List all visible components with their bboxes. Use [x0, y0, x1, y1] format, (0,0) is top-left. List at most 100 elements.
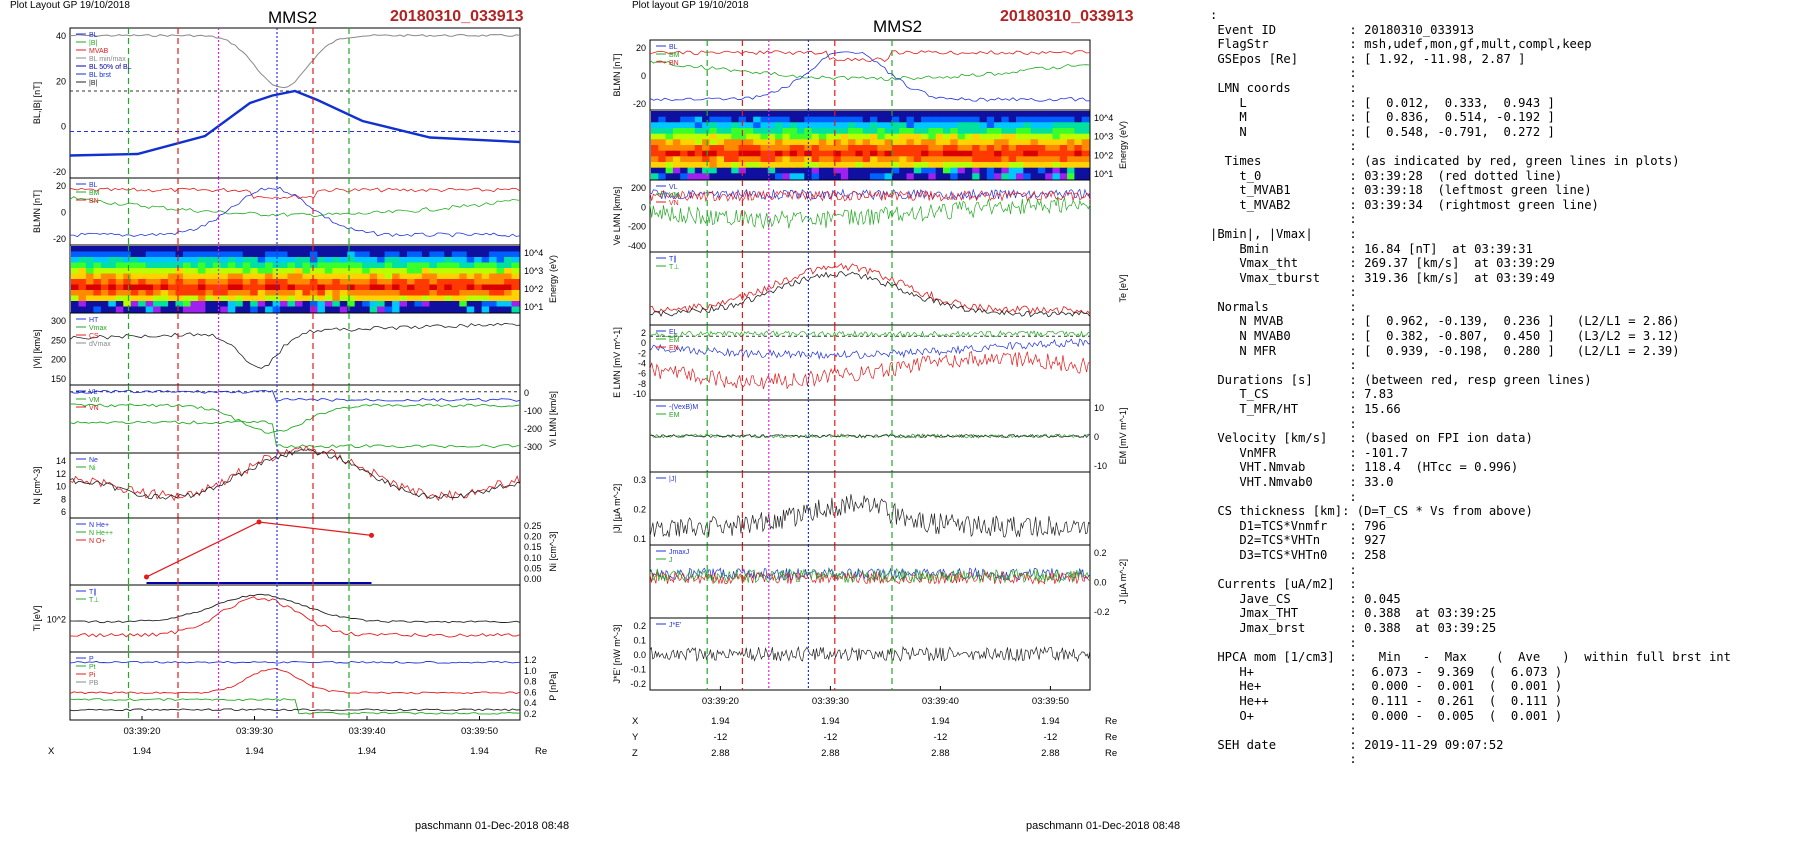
- series-line: [69, 420, 521, 449]
- legend-label: P: [89, 656, 94, 663]
- legend-label: PB: [89, 680, 99, 687]
- summary-line: M : [ 0.836, 0.514, -0.192 ]: [1210, 110, 1555, 125]
- y-tick-label: 10^3: [1094, 132, 1113, 142]
- panel-frame: [69, 452, 521, 519]
- y-tick-label: 250: [51, 335, 66, 345]
- middle-footer: paschmann 01-Dec-2018 08:48: [1026, 820, 1181, 832]
- y-tick-label: 0.3: [633, 475, 646, 485]
- series-line: [649, 570, 1091, 585]
- panel-frame: [69, 177, 521, 246]
- summary-line: T_MFR/HT : 15.66: [1210, 402, 1401, 417]
- summary-line: N MFR : [ 0.939, -0.198, 0.280 ] (L2/L1 …: [1210, 343, 1680, 358]
- series-line: [69, 596, 521, 638]
- y-axis-label: Energy (eV): [1118, 121, 1128, 169]
- x-tick-label: 03:39:50: [1032, 696, 1069, 707]
- he-plus-plus-point: [369, 532, 374, 538]
- y-tick-label: -4: [638, 359, 646, 369]
- legend-label: VM: [89, 397, 100, 404]
- x-tick-label: 03:39:20: [702, 696, 739, 707]
- legend-label: BM: [669, 52, 680, 59]
- summary-line: N : [ 0.548, -0.791, 0.272 ]: [1210, 124, 1555, 139]
- series-line: [69, 448, 521, 500]
- legend-label: BL: [89, 32, 98, 39]
- summary-line: Vmax_tburst : 319.36 [km/s] at 03:39:49: [1210, 270, 1555, 285]
- panel-frame: [69, 312, 521, 386]
- series-line: [649, 351, 1091, 390]
- summary-line: D2=TCS*VHTn : 927: [1210, 533, 1387, 548]
- series-line: [69, 403, 521, 434]
- y-tick-label: 20: [636, 43, 646, 53]
- spectrogram: [71, 246, 520, 313]
- y-tick-label: -2: [638, 348, 646, 358]
- series-line: [69, 187, 521, 200]
- legend-label: T∥: [89, 588, 97, 596]
- y-tick-label: 0.20: [524, 532, 542, 542]
- series-line: [649, 262, 1091, 315]
- orbit-unit: Re: [1105, 748, 1117, 759]
- legend-label: BL: [669, 44, 678, 51]
- series-line: [649, 645, 1091, 663]
- y-axis-label: Energy (eV): [548, 255, 558, 303]
- summary-line: :: [1210, 489, 1357, 504]
- summary-line: D1=TCS*Vnmfr : 796: [1210, 518, 1387, 533]
- y-tick-label: 1.0: [524, 666, 537, 676]
- panel-frame: [69, 27, 521, 179]
- summary-line: Event ID : 20180310_033913: [1210, 22, 1475, 37]
- y-tick-label: -10: [1094, 461, 1107, 471]
- summary-line: O+ : 0.000 - 0.005 ( 0.001 ): [1210, 708, 1563, 723]
- orbit-value: -12: [934, 732, 948, 743]
- y-tick-label: 0.4: [524, 698, 537, 708]
- summary-line: Jmax_THT : 0.388 at 03:39:25: [1210, 606, 1497, 621]
- y-tick-label: 20: [56, 76, 66, 86]
- legend-label: Pi: [89, 672, 96, 679]
- y-axis-label: N [cm^-3]: [32, 466, 42, 504]
- series-line: [649, 51, 1091, 102]
- y-tick-label: 0.2: [524, 709, 537, 719]
- y-tick-label: 0: [1094, 432, 1099, 442]
- summary-line: Velocity [km/s] : (based on FPI ion data…: [1210, 431, 1533, 446]
- y-tick-label: 10^1: [1094, 169, 1113, 179]
- legend-label: VN: [669, 200, 679, 207]
- orbit-value: -12: [714, 732, 728, 743]
- summary-line: t_MVAB1 : 03:39:18 (leftmost green line): [1210, 183, 1592, 198]
- event-summary: : Event ID : 20180310_033913 FlagStr : m…: [1210, 8, 1800, 828]
- y-tick-label: 14: [56, 456, 66, 466]
- y-tick-label: 150: [51, 374, 66, 384]
- series-line: [69, 708, 521, 712]
- y-tick-label: -20: [53, 167, 66, 177]
- legend-label: BL min/max: [89, 56, 126, 63]
- summary-line: H+ : 6.073 - 9.369 ( 6.073 ): [1210, 664, 1563, 679]
- legend-label: dVmax: [89, 341, 111, 348]
- orbit-value: 1.94: [133, 746, 152, 757]
- series-line: [69, 660, 521, 664]
- legend-label: BL brst: [89, 72, 111, 79]
- y-tick-label: 0.00: [524, 574, 542, 584]
- summary-line: VHT.Nmvab : 118.4 (HTcc = 0.996): [1210, 460, 1519, 475]
- bl-series: [69, 89, 521, 157]
- y-tick-label: 0: [61, 122, 66, 132]
- summary-line: Currents [uA/m2] :: [1210, 577, 1357, 592]
- series-line: [649, 271, 1091, 318]
- spectrogram: [651, 111, 1090, 180]
- legend-label: T⊥: [89, 597, 99, 604]
- y-tick-label: 40: [56, 31, 66, 41]
- orbit-value: 2.88: [821, 748, 840, 759]
- legend-label: |B|: [89, 40, 97, 47]
- y-axis-label: Ti [eV]: [32, 606, 42, 632]
- summary-line: T_CS : 7.83: [1210, 387, 1394, 402]
- y-tick-label: -0.1: [630, 665, 646, 675]
- orbit-value: -12: [1044, 732, 1058, 743]
- series-line: [69, 33, 521, 89]
- legend-label: Ne: [89, 457, 98, 464]
- y-tick-label: 0: [641, 71, 646, 81]
- series-line: [69, 196, 521, 218]
- y-axis-label: Ni [cm^-3]: [548, 531, 558, 571]
- legend-label: EM: [669, 412, 680, 419]
- series-line: [69, 593, 521, 624]
- summary-line: FlagStr : msh,udef,mon,gf,mult,compl,kee…: [1210, 37, 1592, 52]
- y-tick-label: -400: [628, 241, 646, 251]
- y-tick-label: 0: [641, 338, 646, 348]
- panel-frame: [69, 517, 521, 586]
- y-tick-label: 0.8: [524, 677, 537, 687]
